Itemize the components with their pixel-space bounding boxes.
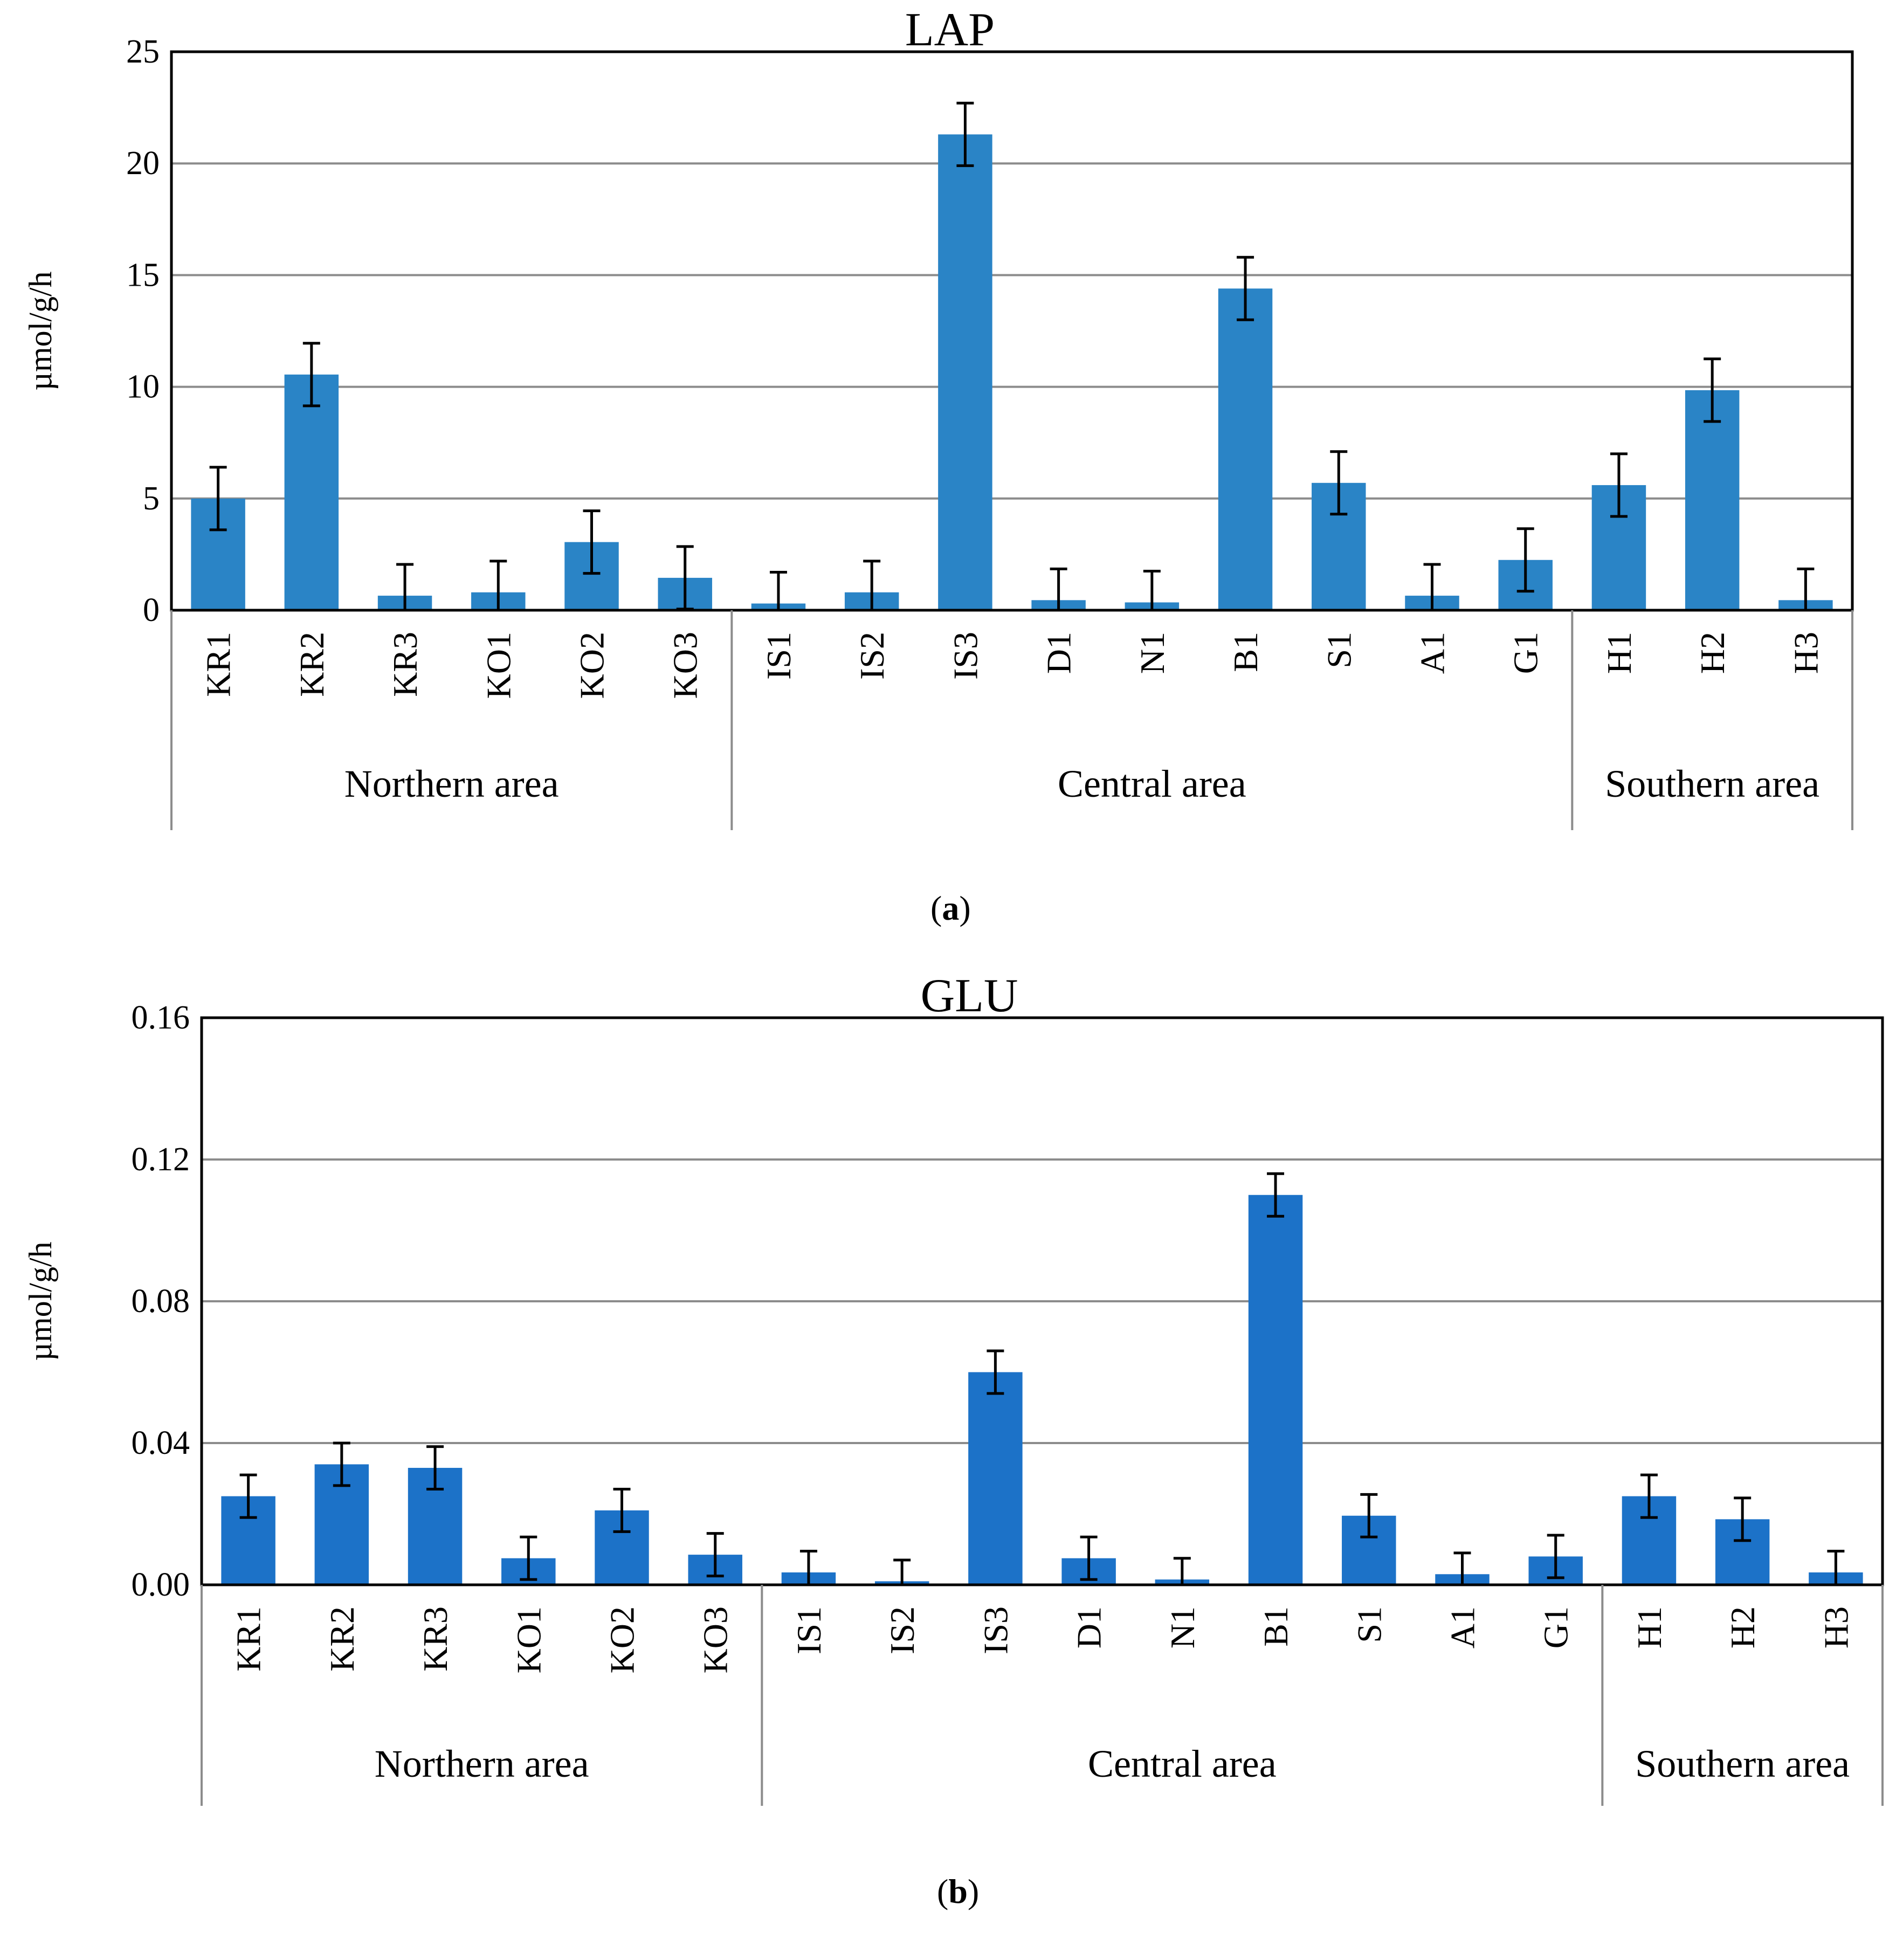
panel-b: 0.00 0.04 0.08 0.12 0.16 KR1 KR2 KR3 KO1 KO2 KO3 IS… xyxy=(23,970,1884,1910)
x-tick-label-S1: S1 xyxy=(1320,632,1358,668)
x-tick-label-IS2: IS2 xyxy=(853,632,891,680)
chart-title: LAP xyxy=(905,4,995,56)
group-label: Northern area xyxy=(375,1742,589,1785)
x-tick-label-H1: H1 xyxy=(1630,1606,1668,1648)
x-tick-label-B1: B1 xyxy=(1226,632,1265,672)
group-label: Central area xyxy=(1088,1742,1277,1785)
error-bar-KR2 xyxy=(302,342,320,408)
panel-caption: (b) xyxy=(937,1872,979,1910)
y-tick-label: 10 xyxy=(126,369,160,405)
error-bar-KR1 xyxy=(209,466,227,532)
x-tick-label-D1: D1 xyxy=(1070,1606,1108,1648)
error-bar-KO1 xyxy=(520,1535,537,1581)
y-tick-label: 0.12 xyxy=(132,1141,190,1178)
plot-frame xyxy=(170,50,1854,612)
x-tick-label-KO3: KO3 xyxy=(666,632,705,699)
bar-B1 xyxy=(1218,288,1273,610)
x-tick-label-H3: H3 xyxy=(1787,632,1825,674)
x-tick-label-N1: N1 xyxy=(1163,1606,1202,1648)
x-tick-label-H3: H3 xyxy=(1817,1606,1855,1648)
y-tick-label: 0.08 xyxy=(132,1283,190,1320)
error-bar-G1 xyxy=(1516,527,1534,593)
x-tick-label-A1: A1 xyxy=(1414,632,1452,674)
panel-caption: (a) xyxy=(930,889,971,927)
x-tick-label-G1: G1 xyxy=(1507,632,1545,674)
x-tick-label-IS1: IS1 xyxy=(790,1606,828,1654)
x-tick-label-KO2: KO2 xyxy=(603,1606,642,1673)
group-label: Northern area xyxy=(344,762,559,805)
error-bar-IS2 xyxy=(893,1558,911,1586)
x-tick-label-KR3: KR3 xyxy=(386,632,424,697)
group-label: Central area xyxy=(1058,762,1246,805)
y-tick-label: 15 xyxy=(126,257,160,293)
plot-frame xyxy=(200,1016,1884,1586)
y-tick-label: 0.16 xyxy=(132,999,190,1036)
panel-a: 0 5 10 15 20 25 KR1 KR2 KR3 KO1 KO2 KO3 IS1 IS2 IS3 D1 N… xyxy=(23,4,1854,927)
error-bar-H2 xyxy=(1734,1496,1752,1542)
x-tick-label-IS3: IS3 xyxy=(976,1606,1015,1654)
group-label: Southern area xyxy=(1605,762,1819,805)
error-bar-KO2 xyxy=(583,509,601,575)
y-tick-label: 20 xyxy=(126,145,160,182)
bar-KR2 xyxy=(284,374,339,610)
error-bar-S1 xyxy=(1360,1493,1378,1538)
bar-IS3 xyxy=(968,1372,1023,1585)
x-tick-label-KO3: KO3 xyxy=(697,1606,735,1673)
error-bar-H2 xyxy=(1704,357,1721,423)
error-bar-IS3 xyxy=(956,101,974,167)
error-bar-B1 xyxy=(1237,256,1254,321)
error-bar-D1 xyxy=(1080,1535,1098,1581)
x-tick-label-IS3: IS3 xyxy=(946,632,984,680)
x-tick-label-KR2: KR2 xyxy=(323,1606,361,1672)
y-tick-label: 25 xyxy=(126,33,160,70)
y-tick-label: 0.00 xyxy=(132,1566,190,1603)
x-tick-label-G1: G1 xyxy=(1537,1606,1575,1648)
bar-B1 xyxy=(1248,1195,1303,1585)
x-tick-label-KR1: KR1 xyxy=(230,1606,268,1672)
y-tick-label: 0.04 xyxy=(132,1425,190,1461)
group-label: Southern area xyxy=(1635,1742,1850,1785)
error-bar-B1 xyxy=(1267,1172,1285,1218)
x-tick-label-A1: A1 xyxy=(1444,1606,1482,1648)
error-bar-G1 xyxy=(1547,1534,1564,1579)
error-bar-KR2 xyxy=(333,1441,350,1487)
error-bar-S1 xyxy=(1330,450,1348,516)
x-tick-label-D1: D1 xyxy=(1040,632,1078,674)
x-tick-label-KO1: KO1 xyxy=(479,632,518,699)
error-bar-H1 xyxy=(1640,1473,1658,1519)
x-tick-label-H1: H1 xyxy=(1600,632,1638,674)
error-bar-IS3 xyxy=(987,1349,1004,1395)
x-tick-label-H2: H2 xyxy=(1723,1606,1762,1648)
error-bar-KR3 xyxy=(426,1445,444,1490)
x-tick-label-KR3: KR3 xyxy=(416,1606,454,1672)
x-tick-label-IS1: IS1 xyxy=(760,632,798,680)
x-tick-label-IS2: IS2 xyxy=(883,1606,921,1654)
bar-H2 xyxy=(1685,390,1740,610)
x-tick-label-KR1: KR1 xyxy=(199,632,238,697)
error-bar-KR1 xyxy=(239,1473,257,1519)
error-bar-KO2 xyxy=(613,1487,631,1533)
error-bar-KO3 xyxy=(706,1532,724,1578)
panel-letter: a xyxy=(942,889,959,927)
x-tick-label-B1: B1 xyxy=(1257,1606,1295,1647)
x-tick-label-H2: H2 xyxy=(1693,632,1732,674)
x-tick-label-KO1: KO1 xyxy=(509,1606,548,1673)
y-tick-label: 0 xyxy=(143,592,160,629)
y-axis-label: µmol/g/h xyxy=(23,271,58,390)
error-bar-H1 xyxy=(1610,452,1628,518)
panel-letter: b xyxy=(948,1872,968,1910)
x-tick-label-KO2: KO2 xyxy=(573,632,611,699)
x-tick-label-KR2: KR2 xyxy=(293,632,331,697)
y-axis-label: µmol/g/h xyxy=(23,1241,58,1361)
x-tick-label-N1: N1 xyxy=(1133,632,1171,674)
y-tick-label: 5 xyxy=(143,480,160,517)
x-tick-label-S1: S1 xyxy=(1350,1606,1388,1643)
chart-title: GLU xyxy=(921,970,1018,1022)
bar-IS3 xyxy=(938,134,992,610)
